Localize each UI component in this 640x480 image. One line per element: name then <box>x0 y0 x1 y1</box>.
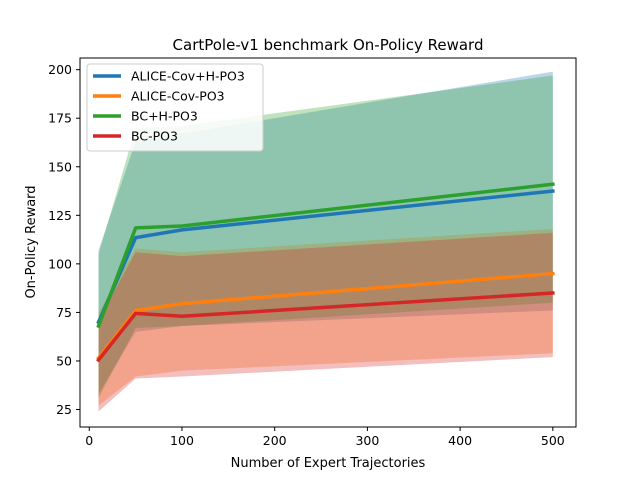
legend-label: ALICE-Cov+H-PO3 <box>131 69 245 84</box>
y-tick-label: 25 <box>56 402 72 417</box>
y-tick-label: 125 <box>48 208 72 223</box>
y-tick-label: 50 <box>56 353 72 368</box>
legend-label: ALICE-Cov-PO3 <box>131 89 225 104</box>
plot-frame <box>79 57 577 428</box>
y-tick-label: 75 <box>56 305 72 320</box>
x-axis-ticks: 0 100 200 300 400 500 <box>85 427 565 448</box>
y-tick-label: 200 <box>48 62 72 77</box>
line-series-2 <box>96 182 555 329</box>
band-series-2 <box>98 75 553 398</box>
y-axis-title: On-Policy Reward <box>24 185 39 298</box>
x-tick-label: 400 <box>448 433 472 448</box>
y-tick-label: 150 <box>48 159 72 174</box>
legend-box <box>86 63 264 152</box>
y-axis-ticks: 25 50 75 100 125 150 175 200 <box>48 62 80 417</box>
y-tick-label: 100 <box>48 256 72 271</box>
series-lines <box>96 182 555 363</box>
legend-label: BC-PO3 <box>131 129 178 144</box>
y-tick-label: 175 <box>48 111 72 126</box>
legend-label: BC+H-PO3 <box>131 109 198 124</box>
x-tick-label: 100 <box>170 433 194 448</box>
chart-title: CartPole-v1 benchmark On-Policy Reward <box>173 36 484 54</box>
x-tick-label: 0 <box>85 433 93 448</box>
band-series-1 <box>98 228 553 406</box>
x-tick-label: 300 <box>355 433 379 448</box>
x-tick-label: 200 <box>263 433 287 448</box>
line-series-3 <box>96 291 555 363</box>
x-tick-label: 500 <box>541 433 565 448</box>
x-axis-title: Number of Expert Trajectories <box>231 456 426 471</box>
legend: ALICE-Cov+H-PO3 ALICE-Cov-PO3 BC+H-PO3 BC-P… <box>86 63 264 152</box>
band-series-3 <box>98 232 553 412</box>
